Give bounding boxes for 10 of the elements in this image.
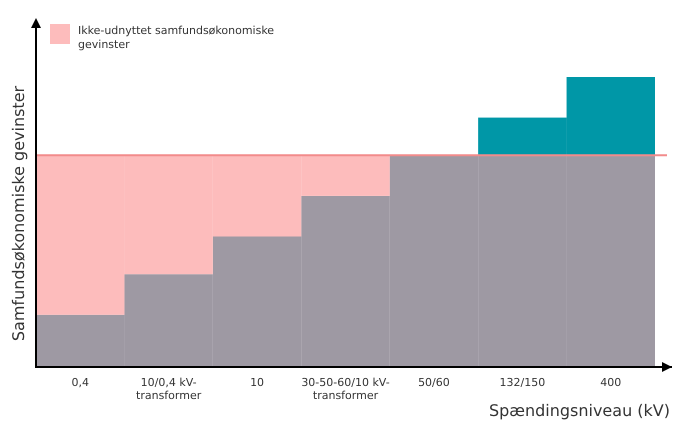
x-axis-title: Spændingsniveau (kV) — [488, 401, 670, 420]
x-tick-label: 10 — [250, 376, 264, 389]
y-axis-title: Samfundsøkonomiske gevinster — [9, 85, 28, 342]
x-tick-label: 10/0,4 kV- transformer — [136, 376, 202, 402]
x-tick-label: 132/150 — [500, 376, 546, 389]
x-tick-label: 400 — [600, 376, 622, 389]
x-tick-label: 30-50-60/10 kV- transformer — [301, 376, 390, 402]
x-tick-label: 0,4 — [71, 376, 89, 389]
x-tick-label: 50/60 — [418, 376, 450, 389]
legend-label: Ikke-udnyttet samfundsøkonomiske gevinster — [78, 24, 274, 51]
